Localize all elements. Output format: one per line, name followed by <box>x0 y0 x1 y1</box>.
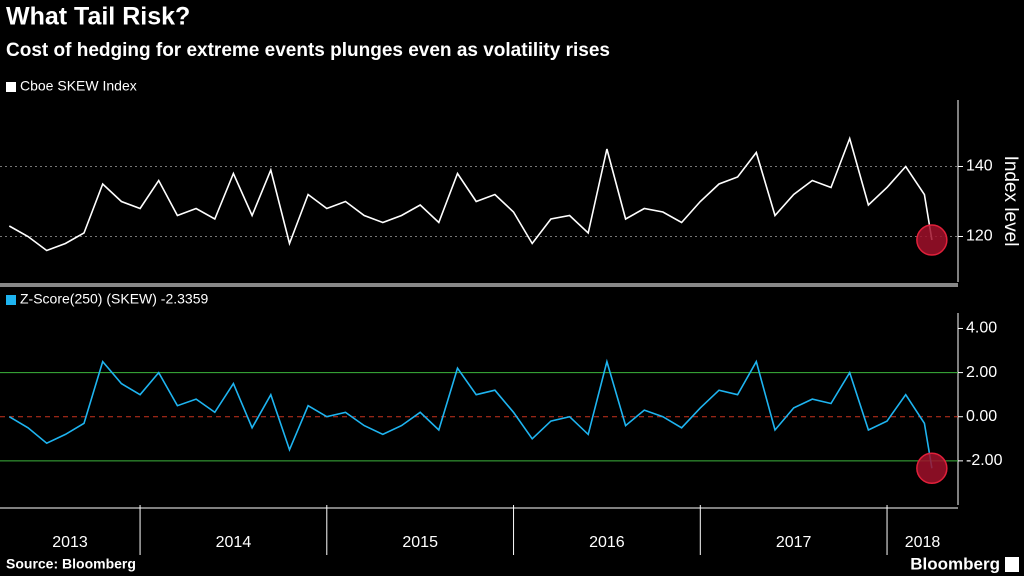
x-tick-label: 2015 <box>402 534 438 551</box>
legend-label: Cboe SKEW Index <box>20 78 137 94</box>
panel-separator <box>0 283 958 287</box>
line <box>8 135 933 252</box>
x-tick-label: 2013 <box>52 534 88 551</box>
highlight-point <box>916 224 948 256</box>
brand-icon <box>1005 557 1019 572</box>
y-tick-label: 4.00 <box>966 320 997 337</box>
y-tick-label: 140 <box>966 158 993 175</box>
legend-swatch <box>6 82 16 92</box>
source: Source: Bloomberg <box>6 556 136 572</box>
x-tick-label: 2017 <box>776 534 812 551</box>
line <box>8 358 933 469</box>
x-tick-label: 2014 <box>216 534 252 551</box>
legend-label: Z-Score(250) (SKEW) -2.3359 <box>20 291 208 307</box>
y-axis-title: Index level <box>1000 156 1021 247</box>
y-tick-label: 120 <box>966 228 993 245</box>
y-tick-label: -2.00 <box>966 452 1003 469</box>
brand: Bloomberg <box>910 554 1000 573</box>
y-tick-label: 2.00 <box>966 364 997 381</box>
highlight-point <box>916 452 948 485</box>
legend-swatch <box>6 295 16 305</box>
x-tick-label: 2018 <box>905 534 941 551</box>
subtitle: Cost of hedging for extreme events plung… <box>6 40 610 61</box>
title: What Tail Risk? <box>6 3 190 31</box>
x-tick-label: 2016 <box>589 534 625 551</box>
y-tick-label: 0.00 <box>966 408 997 425</box>
